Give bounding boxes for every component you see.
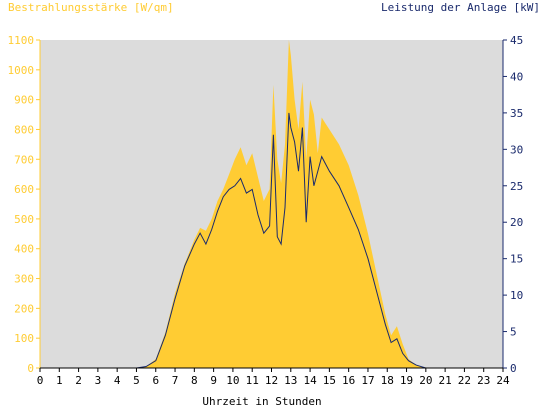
irradiance-area	[40, 40, 503, 368]
right-axis-title: Leistung der Anlage [kW]	[381, 1, 540, 14]
left-y-ticks: 0 100 200 300 400 500 600 700 800 900 1000 1100	[8, 34, 40, 375]
x-tick-label: 6	[152, 374, 159, 387]
right-y-tick-label: 0	[510, 362, 517, 375]
power-line	[40, 112, 503, 369]
x-tick-label: 20	[419, 374, 432, 387]
x-tick-label: 10	[226, 374, 239, 387]
x-tick-label: 19	[400, 374, 413, 387]
irradiance-area-group	[40, 40, 503, 368]
right-y-tick-label: 40	[510, 70, 523, 83]
left-axis-title: Bestrahlungsstärke [W/qm]	[8, 1, 174, 14]
right-y-tick-label: 30	[510, 143, 523, 156]
x-tick-label: 8	[191, 374, 198, 387]
x-tick-label: 13	[284, 374, 297, 387]
left-y-tick-label: 900	[14, 94, 34, 107]
x-tick-label: 0	[37, 374, 44, 387]
x-tick-label: 23	[477, 374, 490, 387]
right-y-tick-label: 20	[510, 216, 523, 229]
x-tick-label: 21	[439, 374, 452, 387]
x-tick-label: 9	[210, 374, 217, 387]
left-y-tick-label: 0	[27, 362, 34, 375]
right-y-tick-label: 25	[510, 180, 523, 193]
x-tick-label: 17	[361, 374, 374, 387]
x-tick-label: 3	[95, 374, 102, 387]
x-tick-label: 12	[265, 374, 278, 387]
x-tick-label: 4	[114, 374, 121, 387]
right-y-tick-label: 35	[510, 107, 523, 120]
left-y-tick-label: 100	[14, 332, 34, 345]
right-y-tick-label: 10	[510, 289, 523, 302]
x-axis-title: Uhrzeit in Stunden	[202, 395, 321, 408]
left-y-tick-label: 200	[14, 302, 34, 315]
x-ticks: 0 1 2 3 4 5 6 7 8 9 10 11 12 13 14 15 16 17 18 19 20 21 22 23 24	[37, 368, 510, 387]
left-y-tick-label: 500	[14, 213, 34, 226]
x-tick-label: 1	[56, 374, 63, 387]
x-tick-label: 7	[172, 374, 179, 387]
left-y-tick-label: 400	[14, 243, 34, 256]
x-tick-label: 22	[458, 374, 471, 387]
left-y-tick-label: 600	[14, 183, 34, 196]
right-y-tick-label: 15	[510, 253, 523, 266]
x-tick-label: 18	[381, 374, 394, 387]
left-y-tick-label: 1000	[8, 64, 35, 77]
right-y-ticks: 0 5 10 15 20 25 30 35 40 45	[503, 34, 523, 375]
x-tick-label: 11	[246, 374, 259, 387]
power-line-group	[40, 112, 503, 369]
x-tick-label: 14	[303, 374, 317, 387]
left-y-tick-label: 700	[14, 153, 34, 166]
x-tick-label: 2	[75, 374, 82, 387]
x-tick-label: 5	[133, 374, 140, 387]
right-y-tick-label: 5	[510, 326, 517, 339]
left-y-tick-label: 300	[14, 273, 34, 286]
left-y-tick-label: 1100	[8, 34, 35, 47]
x-tick-label: 15	[323, 374, 336, 387]
left-y-tick-label: 800	[14, 123, 34, 136]
right-y-tick-label: 45	[510, 34, 523, 47]
plot-area	[40, 40, 503, 369]
x-tick-label: 16	[342, 374, 355, 387]
x-tick-label: 24	[496, 374, 510, 387]
